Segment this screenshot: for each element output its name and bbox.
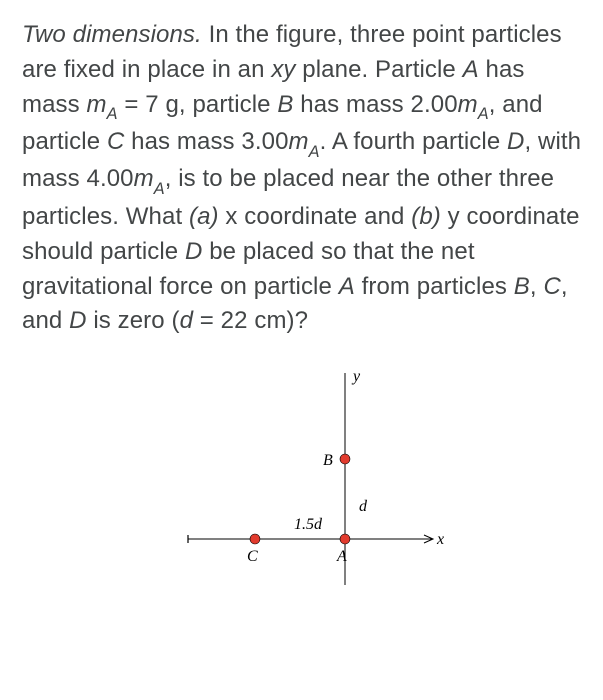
text-seg: D (507, 128, 524, 155)
text-seg: mA (289, 128, 320, 155)
text-seg: d (180, 307, 193, 334)
subscript: A (107, 105, 118, 123)
text-seg: has mass 3.00 (124, 128, 288, 155)
text-seg: C (543, 273, 560, 300)
axis-label-y: y (351, 368, 361, 385)
text-seg: A (339, 273, 355, 300)
text-seg: has mass 2.00 (294, 91, 458, 118)
point-c (250, 534, 260, 544)
text-seg: B (277, 91, 293, 118)
text-seg: C (107, 128, 124, 155)
text-seg: (a) (189, 203, 219, 230)
subscript: A (478, 105, 489, 123)
text-seg: = 22 cm)? (193, 307, 308, 334)
text-seg: D (185, 238, 202, 265)
text-seg: , (530, 273, 544, 300)
label-b: B (323, 452, 333, 469)
text-seg: = 7 g, particle (118, 91, 278, 118)
text-seg: Two dimensions. (22, 21, 202, 48)
text-seg: A (463, 56, 479, 83)
text-seg: D (69, 307, 86, 334)
text-seg: . A fourth particle (320, 128, 507, 155)
text-seg: x coordinate and (219, 203, 412, 230)
text-seg: from particles (355, 273, 514, 300)
figure-container: y x Bd 1.5d A C (22, 363, 583, 593)
problem-statement: Two dimensions. In the figure, three poi… (22, 18, 583, 339)
text-seg: B (514, 273, 530, 300)
text-seg: (b) (411, 203, 441, 230)
text-seg: xy (271, 56, 295, 83)
text-seg: mA (87, 91, 118, 118)
label-1p5d: 1.5d (294, 516, 323, 533)
point-a (340, 534, 350, 544)
point-b (340, 454, 350, 464)
text-seg: mA (458, 91, 489, 118)
label-a: A (336, 548, 347, 565)
subscript: A (309, 143, 320, 161)
label-d: d (359, 498, 368, 515)
text-seg: is zero ( (87, 307, 180, 334)
axis-label-x: x (436, 531, 444, 548)
label-c: C (247, 548, 258, 565)
text-seg: mA (134, 165, 165, 192)
text-seg: plane. Particle (296, 56, 463, 83)
figure-diagram: y x Bd 1.5d A C (153, 363, 453, 593)
subscript: A (154, 180, 165, 198)
